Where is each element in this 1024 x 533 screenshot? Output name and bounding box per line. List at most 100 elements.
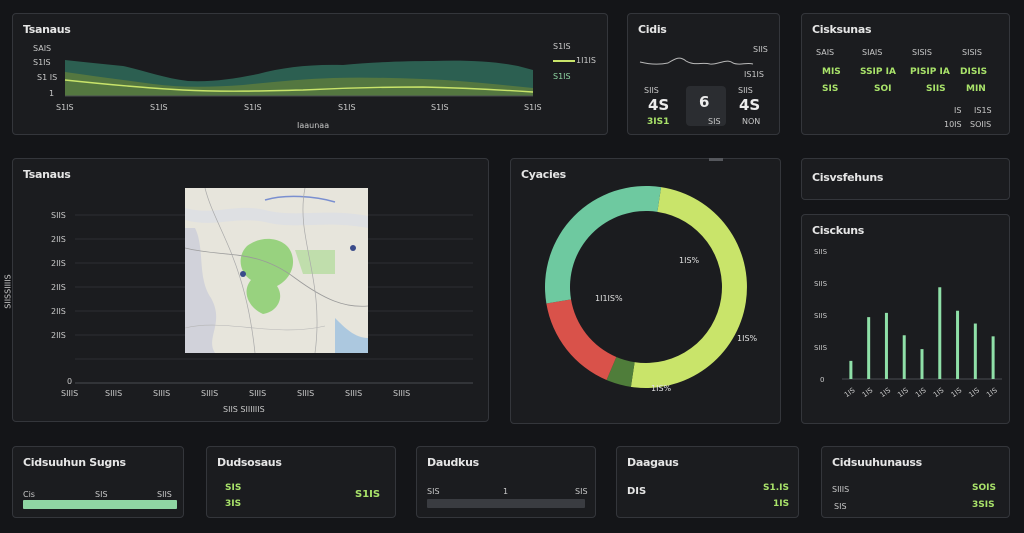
x-tick: SIIIS [345,389,363,398]
table-header: SIAIS [862,48,883,57]
x-tick: SIIIS [249,389,267,398]
area-chart-title: Tsanaus [23,23,71,36]
x-axis-label: Iaaunaa [297,121,330,130]
x-tick: S1IS [244,103,262,112]
progress-track [427,499,585,508]
y-tick: 2IIS [51,283,66,292]
stat-sub: NON [742,117,761,126]
donut-slice-label: 1IS% [651,384,672,393]
table-cell: PISIP IA [910,67,950,77]
small-value: SIS [225,483,242,493]
x-tick: SIIIS [153,389,171,398]
bar[interactable] [938,287,942,379]
area-chart-plot [64,60,534,97]
bar-x-tick: 1IS [932,386,946,399]
donut-title: Cyacies [521,168,566,181]
metric-label: SIS [834,502,847,511]
stat-value: 4S [648,96,670,114]
map-chart-title: Tsanaus [23,168,71,181]
table-cell: SOIIS [970,120,992,129]
x-tick: SIIIS [297,389,315,398]
x-tick: S1IS [338,103,356,112]
metric-value: SOIS [972,483,996,493]
bar[interactable] [902,335,906,379]
x-tick: S1IS [150,103,168,112]
stat-label: SIIS [644,86,659,95]
bar-label: SIS [575,487,588,496]
bar-label: SIS [427,487,440,496]
table-cell: SSIP IA [860,67,896,77]
bar-y-tick: SIIS [814,248,828,256]
donut-slice[interactable] [606,356,635,387]
bar-x-tick: 1IS [914,386,928,399]
donut-slice[interactable] [630,187,747,388]
x-tick: S1IS [56,103,74,112]
x-tick: SIIIS [393,389,411,398]
metric-sub: 3IS [225,499,242,509]
legend-item: S1IS [553,72,571,81]
bar[interactable] [849,360,853,379]
legend-item: 1I1IS [576,56,596,65]
bar-y-tick: 0 [820,376,824,384]
stat-panel: Cidis SIIS IS1IS SIIS 4S 3IS1 6 SIS SIIS… [627,13,780,135]
map-shapes [185,188,368,353]
x-axis-label: SIIS SIIIIIIS [223,405,265,414]
bar-x-tick: 1IS [950,386,964,399]
bar-x-tick: 1IS [967,386,981,399]
y-tick: S1IS [33,58,51,67]
metric-value: S1.IS [763,483,789,493]
bottom-panel-1: Cidsuuhun Sugns Cis SIS SIIS [12,446,184,518]
x-tick: S1IS [431,103,449,112]
panel-handle[interactable] [709,158,723,161]
table-cell: DISIS [960,67,988,77]
table-panel: Cisksunas SAIS SIAIS SISIS SISIS MIS SSI… [801,13,1010,135]
bottom-panel-5: Cidsuuhunauss SIIIS SOIS SIS 3SIS [821,446,1010,518]
table-cell: 10IS [944,120,962,129]
metric-value: S1IS [355,489,381,500]
donut-slice[interactable] [546,299,617,380]
spark-label: IS1IS [744,70,764,79]
bottom-panel-title: Dudsosaus [217,456,282,469]
donut-slice-label: 1I1IS% [595,294,623,303]
bar[interactable] [920,349,924,379]
bottom-panel-4: Daagaus DIS S1.IS 1IS [616,446,799,518]
metric-label: SIIIS [832,485,850,494]
area-chart-panel: Tsanaus SAIS S1IS S1 IS 1 S1IS S1IS S1IS… [12,13,608,135]
legend-item: S1IS [553,42,571,51]
bar[interactable] [973,323,977,379]
bar-label: SIS [95,490,108,499]
bar[interactable] [991,336,995,379]
bar-x-tick: 1IS [843,386,857,399]
stat-tile-selected[interactable] [686,86,726,126]
table-cell: MIS [822,67,841,77]
bar-chart-panel: Cisckuns SIIS SIIS SIIS SIIS 0 1IS 1IS 1IS 1IS 1I… [801,214,1010,424]
y-tick: SIIS [51,211,66,220]
y-tick: 2IIS [51,331,66,340]
donut-chart: 1IS% 1IS% 1IS% 1I1IS% [545,186,758,393]
table-cell: IS1S [974,106,992,115]
bottom-panel-2: Dudsosaus SIS S1IS 3IS [206,446,396,518]
donut-slice-label: 1IS% [737,334,758,343]
sparkline [639,57,754,65]
bar[interactable] [956,310,960,379]
bar-y-tick: SIIS [814,312,828,320]
stat-sub: SIS [708,117,721,126]
stat-value: 6 [699,93,710,111]
x-tick: S1IS [524,103,542,112]
bar-y-tick: SIIS [814,344,828,352]
y-tick: 1 [49,89,55,98]
summary-panel: Cisvsfehuns [801,158,1010,200]
table-header: SISIS [912,48,932,57]
bar[interactable] [884,312,888,379]
bar[interactable] [867,317,871,379]
table-header: SISIS [962,48,982,57]
map-image[interactable] [185,188,368,353]
donut-panel: Cyacies 1IS% 1IS% 1IS% 1I1IS% [510,158,781,424]
summary-title: Cisvsfehuns [812,171,884,184]
map-chart-panel: Tsanaus SIISSIIIIS SIIS 2IIS 2IIS 2IIS 2… [4,158,489,422]
y-tick: 2IIS [51,307,66,316]
y-axis-label: SIISSIIIIS [3,274,13,309]
bottom-panel-title: Daudkus [427,456,479,469]
metric-label: DIS [627,486,647,497]
donut-slice[interactable] [545,186,662,304]
